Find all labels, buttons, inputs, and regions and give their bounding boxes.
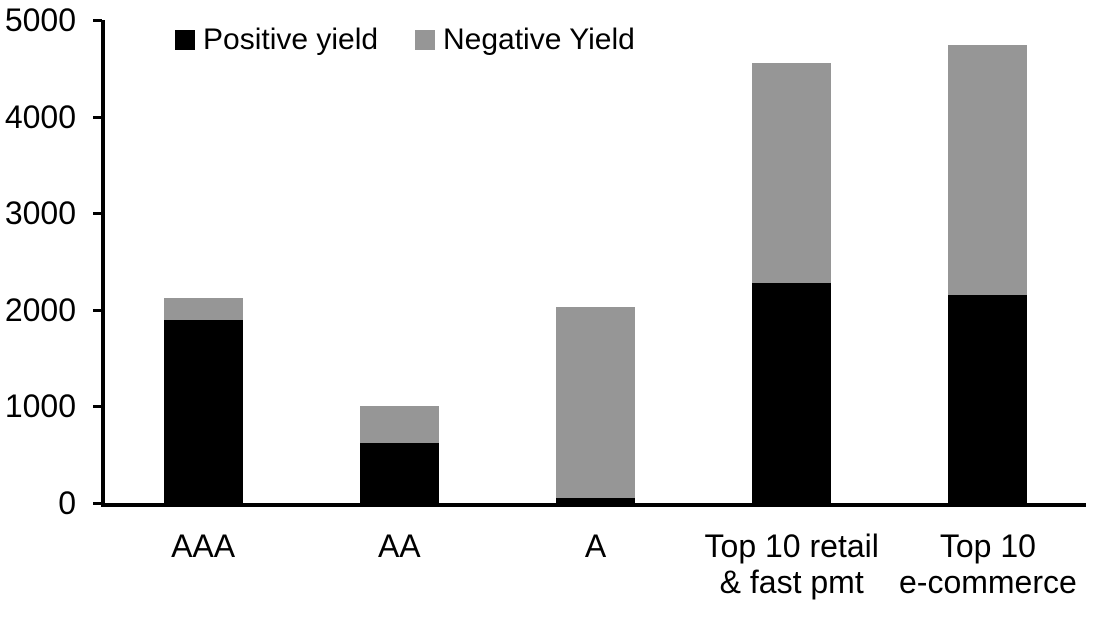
y-axis-line [101,20,105,507]
legend-label-positive-yield: Positive yield [203,23,379,56]
legend-item-negative-yield: Negative Yield [415,23,635,56]
bar-segment-negative-yield [163,298,243,321]
y-tick-mark [93,405,102,409]
bar-segment-positive-yield [948,295,1028,503]
x-category-label: Top 10 retail & fast pmt [704,528,879,600]
y-tick-mark [93,308,102,312]
y-tick-mark [93,19,102,22]
positive-yield-swatch-icon [175,30,195,50]
legend-item-positive-yield: Positive yield [175,23,379,56]
y-tick-label: 4000 [4,98,76,135]
x-axis-line [101,503,1086,507]
y-tick-mark [93,115,102,119]
y-tick-label: 2000 [4,291,76,328]
bar-segment-positive-yield [752,282,832,503]
x-category-label: Top 10 e-commerce [898,528,1077,600]
bar-segment-negative-yield [752,63,832,283]
legend: Positive yield Negative Yield [0,0,1102,60]
x-category-label: AAA [171,528,236,564]
y-tick-label: 1000 [4,388,76,425]
bar-segment-positive-yield [556,498,635,503]
legend-label-negative-yield: Negative Yield [443,23,635,56]
y-tick-label: 3000 [4,195,76,232]
y-tick-mark [93,212,102,216]
bar-segment-negative-yield [948,45,1028,296]
negative-yield-swatch-icon [415,30,435,50]
x-category-label: AA [377,528,421,564]
bar-segment-positive-yield [163,320,243,503]
bar-segment-positive-yield [359,443,439,503]
x-category-label: A [584,528,607,564]
bar-segment-negative-yield [556,306,635,499]
y-tick-label: 5000 [4,2,76,38]
y-tick-label: 0 [58,485,76,521]
bar-segment-negative-yield [359,406,439,444]
y-tick-mark [93,502,102,505]
